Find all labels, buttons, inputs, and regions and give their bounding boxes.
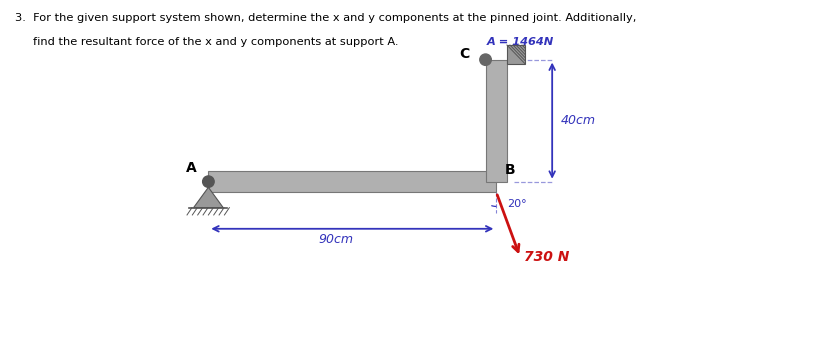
- Circle shape: [203, 176, 214, 187]
- Text: C: C: [459, 47, 469, 61]
- Text: 730 N: 730 N: [523, 250, 569, 264]
- Polygon shape: [506, 45, 524, 64]
- Text: A = 1464N: A = 1464N: [486, 37, 554, 47]
- Circle shape: [479, 54, 490, 65]
- Text: 3.  For the given support system shown, determine the x and y components at the : 3. For the given support system shown, d…: [15, 12, 636, 23]
- Polygon shape: [194, 187, 223, 208]
- Text: A: A: [186, 161, 197, 175]
- Text: 40cm: 40cm: [560, 114, 595, 127]
- Text: B: B: [504, 162, 514, 177]
- Polygon shape: [485, 60, 506, 181]
- Text: find the resultant force of the x and y components at support A.: find the resultant force of the x and y …: [33, 37, 402, 47]
- Text: 20°: 20°: [506, 199, 526, 209]
- Text: 90cm: 90cm: [318, 234, 353, 246]
- Polygon shape: [208, 171, 495, 192]
